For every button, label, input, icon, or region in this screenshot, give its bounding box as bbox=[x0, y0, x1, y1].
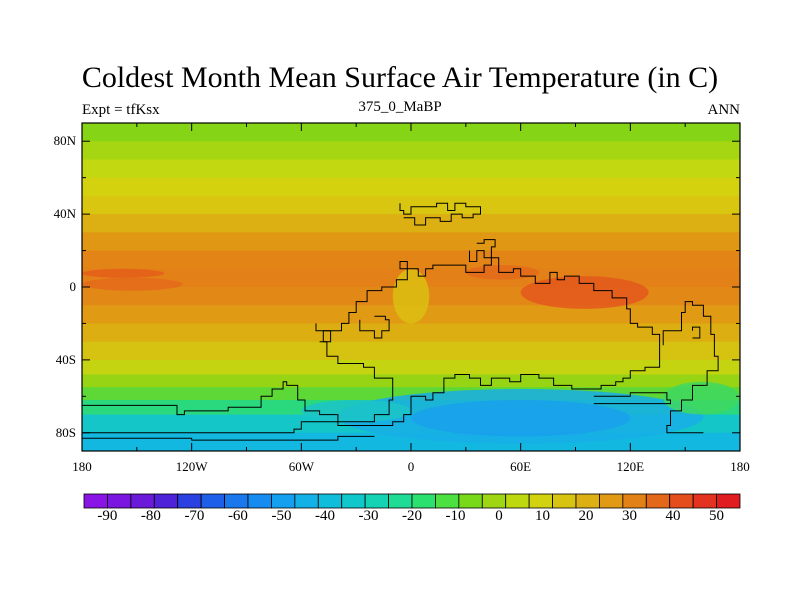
colorbar-swatch bbox=[435, 493, 460, 509]
colorbar-swatch bbox=[364, 493, 389, 509]
colorbar-swatch bbox=[247, 493, 272, 509]
temperature-band bbox=[82, 232, 740, 252]
colorbar-swatch bbox=[505, 493, 530, 509]
colorbar-label: 30 bbox=[622, 508, 637, 524]
colorbar-label: -30 bbox=[358, 508, 379, 524]
coastline bbox=[469, 239, 496, 262]
colorbar-swatch bbox=[107, 493, 132, 509]
temperature-band bbox=[82, 341, 740, 361]
colorbar-swatch bbox=[599, 493, 624, 509]
temperature-patch bbox=[301, 399, 411, 422]
temperature-patch bbox=[663, 381, 740, 415]
temperature-band bbox=[82, 177, 740, 197]
coastline bbox=[359, 315, 390, 339]
coastline bbox=[82, 435, 375, 441]
temperature-band bbox=[82, 141, 740, 160]
colorbar-swatch bbox=[716, 493, 741, 509]
temperature-patch bbox=[520, 276, 649, 309]
lon-label-180e: 180 bbox=[730, 459, 750, 474]
coastline bbox=[399, 202, 481, 226]
colorbar-swatch bbox=[294, 493, 319, 509]
colorbar-swatch bbox=[83, 493, 108, 509]
colorbar-swatch bbox=[645, 493, 671, 509]
colorbar-label: -80 bbox=[140, 508, 161, 524]
colorbar-swatch bbox=[481, 493, 507, 509]
colorbar-label: -70 bbox=[184, 508, 205, 524]
season-label: ANN bbox=[707, 102, 741, 118]
colorbar-swatch bbox=[388, 493, 413, 509]
colorbar-swatch bbox=[224, 493, 249, 509]
temperature-band bbox=[82, 123, 740, 142]
temperature-patch bbox=[411, 399, 631, 437]
colorbar-swatch bbox=[317, 493, 343, 509]
colorbar bbox=[83, 493, 741, 509]
lon-label-60w: 60W bbox=[288, 459, 314, 474]
temperature-band bbox=[82, 323, 740, 343]
colorbar-swatch bbox=[552, 493, 577, 509]
colorbar-label: 50 bbox=[709, 508, 725, 524]
colorbar-label: -60 bbox=[227, 508, 248, 524]
colorbar-label: -50 bbox=[271, 508, 292, 524]
temperature-field bbox=[82, 123, 740, 451]
coastlines bbox=[82, 202, 719, 441]
colorbar-label: 0 bbox=[495, 508, 503, 524]
coastline bbox=[692, 326, 701, 339]
colorbar-swatch bbox=[669, 493, 694, 509]
lat-label-80n: 80N bbox=[53, 133, 76, 149]
lon-label-120w: 120W bbox=[175, 459, 208, 474]
colorbar-swatch bbox=[200, 493, 225, 509]
colorbar-swatch bbox=[130, 493, 155, 509]
lat-label-80s: 80S bbox=[55, 424, 76, 440]
coastline bbox=[662, 301, 719, 434]
colorbar-swatch bbox=[622, 493, 647, 509]
colorbar-label: -10 bbox=[445, 508, 466, 524]
colorbar-swatch bbox=[177, 493, 202, 509]
axis-ticks bbox=[81, 123, 741, 451]
lon-label-120e: 120E bbox=[616, 459, 645, 474]
temperature-patch bbox=[82, 277, 183, 291]
temperature-band bbox=[82, 250, 740, 270]
colorbar-label: 20 bbox=[578, 508, 594, 524]
temperature-band bbox=[82, 374, 740, 388]
lon-label-60e: 60E bbox=[510, 459, 532, 474]
temperature-band bbox=[82, 159, 740, 179]
lat-label-40n: 40N bbox=[53, 206, 76, 222]
colorbar-swatch bbox=[411, 493, 436, 509]
coastline bbox=[82, 257, 661, 434]
colorbar-swatch bbox=[341, 493, 366, 509]
map-title: Coldest Month Mean Surface Air Temperatu… bbox=[81, 61, 719, 94]
colorbar-label: 40 bbox=[665, 508, 681, 524]
colorbar-label: -90 bbox=[97, 508, 118, 524]
time-period-label: 375_0_MaBP bbox=[358, 99, 442, 115]
lon-label-180w: 180 bbox=[72, 459, 92, 474]
colorbar-swatch bbox=[692, 493, 717, 509]
temperature-band bbox=[82, 214, 740, 233]
colorbar-label: -20 bbox=[401, 508, 422, 524]
colorbar-swatch bbox=[575, 493, 600, 509]
colorbar-swatch bbox=[153, 493, 179, 509]
temperature-patch bbox=[82, 268, 165, 278]
coastline bbox=[315, 323, 332, 343]
colorbar-swatch bbox=[458, 493, 483, 509]
colorbar-label: -40 bbox=[314, 508, 335, 524]
lat-label-0: 0 bbox=[69, 279, 77, 294]
colorbar-swatch bbox=[528, 493, 553, 509]
colorbar-swatch bbox=[271, 493, 296, 509]
experiment-label: Expt = tfKsx bbox=[82, 102, 160, 118]
coastline bbox=[593, 392, 671, 405]
temperature-band bbox=[82, 195, 740, 215]
lat-label-40s: 40S bbox=[55, 351, 76, 367]
temperature-patch bbox=[392, 268, 430, 324]
colorbar-label: 10 bbox=[534, 508, 550, 524]
lon-label-0: 0 bbox=[407, 459, 415, 474]
temperature-band bbox=[82, 359, 740, 375]
